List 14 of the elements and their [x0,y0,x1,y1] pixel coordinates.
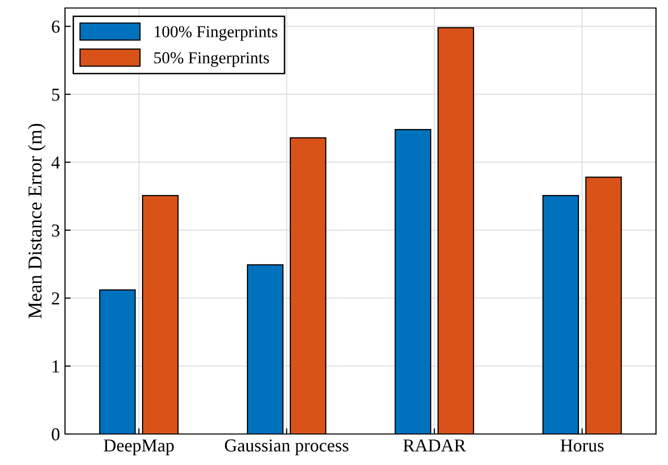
x-tick-label: DeepMap [104,440,174,456]
legend-label: 50% Fingerprints [154,52,269,67]
legend-label: 100% Fingerprints [154,26,278,41]
y-tick-label: 2 [52,292,60,304]
y-axis-title: Mean Distance Error (m) [28,124,46,318]
y-tick-label: 1 [52,360,60,372]
x-tick-label: Gaussian process [224,439,348,456]
y-tick-label: 5 [52,88,60,101]
y-tick-label: 3 [52,224,60,237]
x-tick-label: RADAR [403,439,466,452]
x-tick-label: Horus [560,440,604,452]
y-tick-label: 4 [51,156,60,168]
y-tick-label: 0 [52,428,60,440]
y-tick-label: 6 [52,20,60,33]
